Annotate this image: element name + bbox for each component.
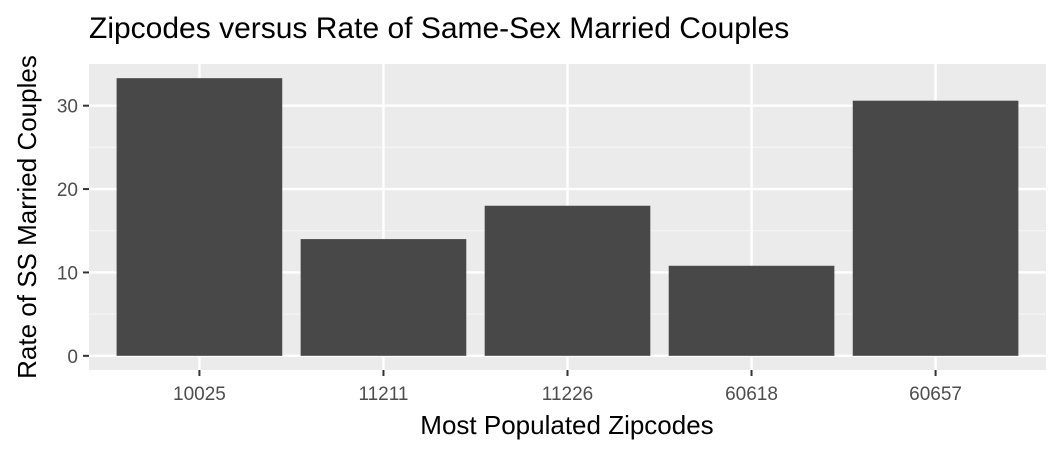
bar-11211 [300,239,467,356]
y-axis-title: Rate of SS Married Couples [12,55,42,379]
bars [116,78,1019,356]
y-tick-label: 10 [57,263,78,284]
y-tick-label: 20 [57,180,78,201]
x-tick-label: 11211 [358,384,408,405]
x-tick-label: 10025 [173,384,226,405]
y-axis: 0 10 20 30 [57,97,89,368]
chart-title: Zipcodes versus Rate of Same-Sex Married… [89,12,789,45]
x-tick-label: 11226 [542,384,593,405]
y-tick-label: 0 [67,347,78,368]
bar-11226 [484,205,651,356]
bar-10025 [116,78,283,356]
x-tick-label: 60618 [725,384,778,405]
x-axis: 10025 11211 11226 60618 60657 [173,370,962,405]
x-tick-label: 60657 [909,384,962,405]
x-axis-title: Most Populated Zipcodes [420,410,713,440]
y-tick-label: 30 [57,97,78,118]
bar-60618 [668,265,835,356]
bar-60657 [852,100,1019,356]
